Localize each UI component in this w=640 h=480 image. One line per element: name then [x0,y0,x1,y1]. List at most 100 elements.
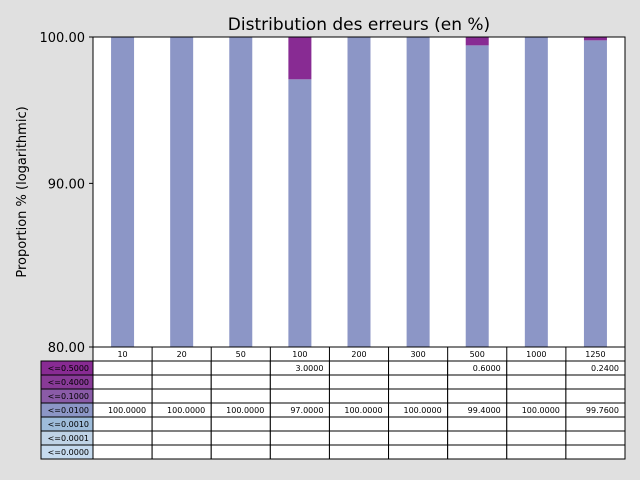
data-label: 100.0000 [522,406,560,415]
table-cell [328,430,390,446]
data-label: 99.7600 [586,406,619,415]
table-cell [92,374,153,390]
bars-group [111,37,607,348]
table-cell [151,430,212,446]
data-label: 99.4000 [468,406,501,415]
bar-segment [583,37,607,41]
table-cell [447,444,508,460]
table-cell [506,388,567,404]
table-cell [447,430,508,446]
table-cell [269,374,330,390]
table-cell [388,444,449,460]
table-cell [151,374,212,390]
table-cell [210,360,271,376]
x-tick-label: 50 [236,350,246,359]
table-cell [151,444,212,460]
x-tick-label: 500 [470,350,485,359]
y-axis-ticks: 80.00 90.00 100.00 [40,31,93,356]
table-cell [565,374,626,390]
y-tick-label: 90.00 [48,177,85,192]
table-cell [506,444,567,460]
data-label: 0.6000 [473,364,501,373]
x-tick-label: 1000 [526,350,546,359]
table-cell [388,416,449,432]
bar-segment [288,37,312,80]
table-cell [388,360,449,376]
y-tick-label: 80.00 [48,341,85,356]
table-cell [447,374,508,390]
bar-segment [465,37,489,46]
table-cell [506,360,567,376]
table-cell [328,416,390,432]
bar-segment [465,45,489,348]
table-cell [151,416,212,432]
data-label: 0.2400 [591,364,619,373]
legend-label: <=0.0000 [48,448,89,457]
table-cell [328,444,390,460]
bar-segment [288,79,312,347]
table-cell [388,430,449,446]
y-tick-label: 100.00 [40,31,86,46]
table-cell [269,444,330,460]
table-cell [210,444,271,460]
table-cell [92,430,153,446]
table-cell [92,360,153,376]
table-cell [151,388,212,404]
table-cell [506,430,567,446]
x-tick-label: 1250 [585,350,605,359]
table-cell [210,430,271,446]
data-label: 100.0000 [226,406,264,415]
table-border [92,346,626,460]
bar-segment [229,37,253,347]
data-label: 3.0000 [295,364,323,373]
data-label: 97.0000 [290,406,323,415]
data-label: 100.0000 [403,406,441,415]
table-cell [92,444,153,460]
table-cell [328,388,390,404]
table-cell [388,374,449,390]
table-cell [328,360,390,376]
table-cell [269,416,330,432]
table-cell [565,444,626,460]
x-tick-label: 20 [177,350,187,359]
table-cell [269,430,330,446]
table-cell [151,360,212,376]
table-cell [447,388,508,404]
y-axis-label: Proportion % (logarithmic) [15,106,30,277]
bar-segment [406,37,430,347]
legend-label: <=0.4000 [48,378,89,387]
table-cell [565,430,626,446]
legend-label: <=0.5000 [48,364,89,373]
table-cell [92,388,153,404]
legend-label: <=0.1000 [48,392,89,401]
table-cell [506,416,567,432]
table-cell [210,388,271,404]
table-cell [210,374,271,390]
x-tick-label: 300 [410,350,425,359]
table-cell [565,388,626,404]
table-cell [565,416,626,432]
legend-label: <=0.0010 [48,420,89,429]
bar-segment [170,37,194,347]
table-cell [506,374,567,390]
bar-segment [524,37,548,347]
data-label: 100.0000 [167,406,205,415]
x-tick-label: 200 [351,350,366,359]
bar-segment [583,40,607,347]
chart-title: Distribution des erreurs (en %) [228,15,490,35]
data-label: 100.0000 [344,406,382,415]
x-tick-label: 10 [117,350,127,359]
x-tick-label: 100 [292,350,307,359]
table-cell [388,388,449,404]
table-cell [328,374,390,390]
data-label: 100.0000 [108,406,146,415]
bar-segment [111,37,135,347]
legend-label: <=0.0100 [48,406,89,415]
legend-label: <=0.0001 [48,434,89,443]
table-cell [269,388,330,404]
data-table: 10 20 50 100 200 300 500 1000 1250 <=0.5000 3.0000… [40,346,626,460]
bar-segment [347,37,371,347]
table-cell [447,416,508,432]
table-cell [210,416,271,432]
